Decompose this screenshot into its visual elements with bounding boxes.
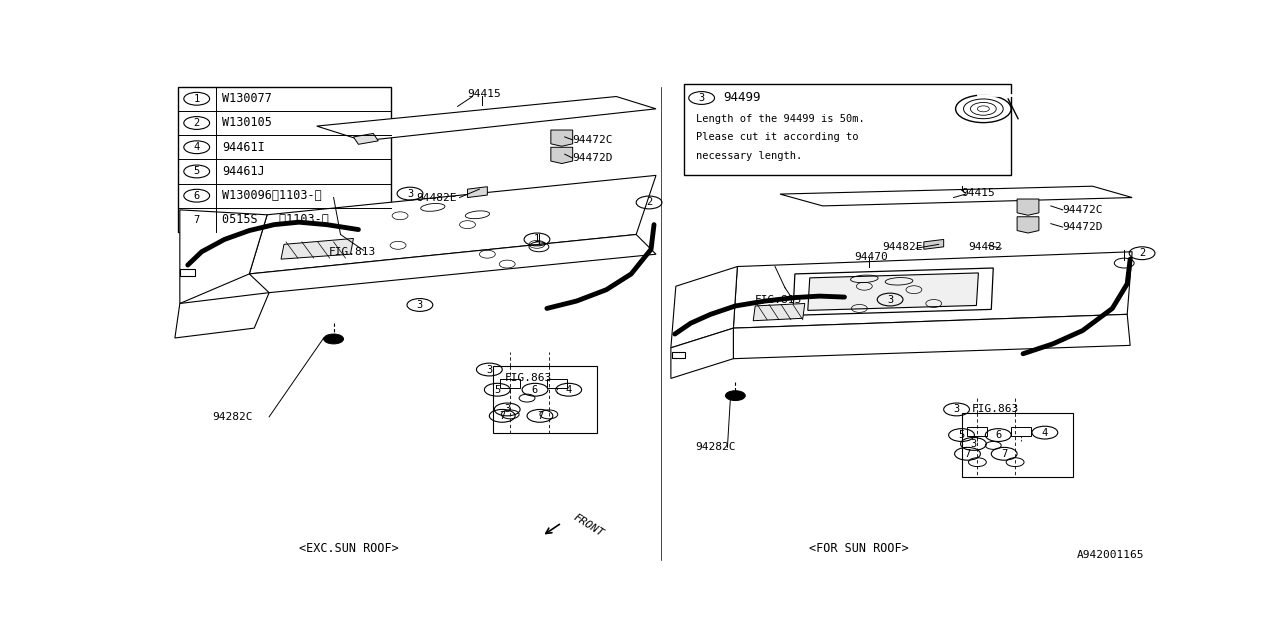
- Text: 7: 7: [193, 215, 200, 225]
- Text: 94482: 94482: [969, 242, 1002, 252]
- Polygon shape: [733, 252, 1132, 328]
- Text: 94415: 94415: [467, 89, 502, 99]
- Text: necessary length.: necessary length.: [696, 151, 803, 161]
- Bar: [961, 413, 1073, 477]
- Text: 94472C: 94472C: [1062, 205, 1103, 215]
- Polygon shape: [924, 239, 943, 249]
- Text: Length of the 94499 is 50m.: Length of the 94499 is 50m.: [696, 114, 864, 124]
- Text: 1: 1: [193, 94, 200, 104]
- Text: 7: 7: [536, 411, 543, 421]
- Text: 2: 2: [1139, 248, 1146, 258]
- Polygon shape: [550, 130, 572, 147]
- Text: 94482E: 94482E: [882, 242, 923, 252]
- Text: FIG.863: FIG.863: [972, 404, 1019, 415]
- Bar: [968, 427, 987, 436]
- Bar: [500, 380, 520, 388]
- Text: W130105: W130105: [223, 116, 273, 129]
- Polygon shape: [179, 210, 268, 303]
- Text: 94472D: 94472D: [572, 153, 613, 163]
- Text: 3: 3: [417, 300, 422, 310]
- Polygon shape: [550, 147, 572, 164]
- Polygon shape: [282, 239, 353, 259]
- Circle shape: [726, 390, 745, 401]
- Polygon shape: [250, 234, 657, 292]
- Text: 5: 5: [959, 430, 965, 440]
- Text: 94461I: 94461I: [223, 141, 265, 154]
- Text: 94470: 94470: [855, 252, 888, 262]
- Polygon shape: [316, 97, 657, 141]
- Text: Please cut it according to: Please cut it according to: [696, 132, 858, 143]
- Polygon shape: [808, 273, 978, 310]
- Polygon shape: [467, 187, 488, 198]
- Polygon shape: [671, 328, 733, 378]
- Text: 3: 3: [887, 294, 893, 305]
- Circle shape: [324, 334, 343, 344]
- Text: 94282C: 94282C: [696, 442, 736, 452]
- Bar: [493, 366, 598, 433]
- Polygon shape: [780, 186, 1132, 206]
- Polygon shape: [1018, 199, 1039, 215]
- Text: W130096〈1103-〉: W130096〈1103-〉: [223, 189, 323, 202]
- Text: 94499: 94499: [723, 92, 760, 104]
- Text: 3: 3: [504, 404, 511, 415]
- Text: FIG.813: FIG.813: [329, 247, 376, 257]
- Text: FIG.813: FIG.813: [755, 294, 803, 305]
- Text: 4: 4: [1042, 428, 1048, 438]
- Polygon shape: [753, 303, 805, 321]
- Text: 3: 3: [407, 189, 413, 198]
- Polygon shape: [353, 134, 379, 144]
- Text: <EXC.SUN ROOF>: <EXC.SUN ROOF>: [298, 543, 398, 556]
- Text: FIG.863: FIG.863: [506, 373, 553, 383]
- Text: 5: 5: [193, 166, 200, 177]
- Text: 7: 7: [1001, 449, 1007, 459]
- Polygon shape: [250, 175, 657, 274]
- Bar: [1011, 427, 1030, 436]
- Text: 6: 6: [532, 385, 538, 395]
- Text: 94461J: 94461J: [223, 165, 265, 178]
- Polygon shape: [671, 266, 737, 348]
- Text: 7: 7: [964, 449, 970, 459]
- Bar: [178, 86, 392, 232]
- Text: <FOR SUN ROOF>: <FOR SUN ROOF>: [809, 543, 909, 556]
- Text: 0515S   〈1103-〉: 0515S 〈1103-〉: [223, 213, 329, 227]
- Text: 94482E: 94482E: [416, 193, 457, 202]
- Text: 4: 4: [566, 385, 572, 395]
- Text: 1: 1: [534, 234, 540, 244]
- Polygon shape: [175, 292, 269, 338]
- Text: 3: 3: [699, 93, 705, 103]
- Bar: [179, 269, 195, 276]
- Text: 2: 2: [193, 118, 200, 128]
- Text: 3: 3: [486, 365, 493, 374]
- Text: 5: 5: [494, 385, 500, 395]
- Text: FRONT: FRONT: [572, 512, 605, 538]
- Text: 2: 2: [646, 198, 653, 207]
- Polygon shape: [733, 314, 1130, 358]
- Text: 94472D: 94472D: [1062, 222, 1103, 232]
- Text: 94472C: 94472C: [572, 135, 613, 145]
- Text: 4: 4: [193, 142, 200, 152]
- Text: A942001165: A942001165: [1076, 550, 1144, 560]
- Text: 6: 6: [193, 191, 200, 201]
- Text: 7: 7: [499, 411, 506, 421]
- Text: W130077: W130077: [223, 92, 273, 105]
- Polygon shape: [1018, 217, 1039, 233]
- Polygon shape: [792, 268, 993, 316]
- Text: 6: 6: [995, 430, 1001, 440]
- Bar: [684, 84, 1011, 175]
- Bar: [547, 380, 567, 388]
- Text: 3: 3: [970, 439, 977, 449]
- Text: 3: 3: [954, 404, 960, 415]
- Bar: [672, 352, 685, 358]
- Text: 94282C: 94282C: [212, 412, 253, 422]
- Text: 94415: 94415: [961, 188, 996, 198]
